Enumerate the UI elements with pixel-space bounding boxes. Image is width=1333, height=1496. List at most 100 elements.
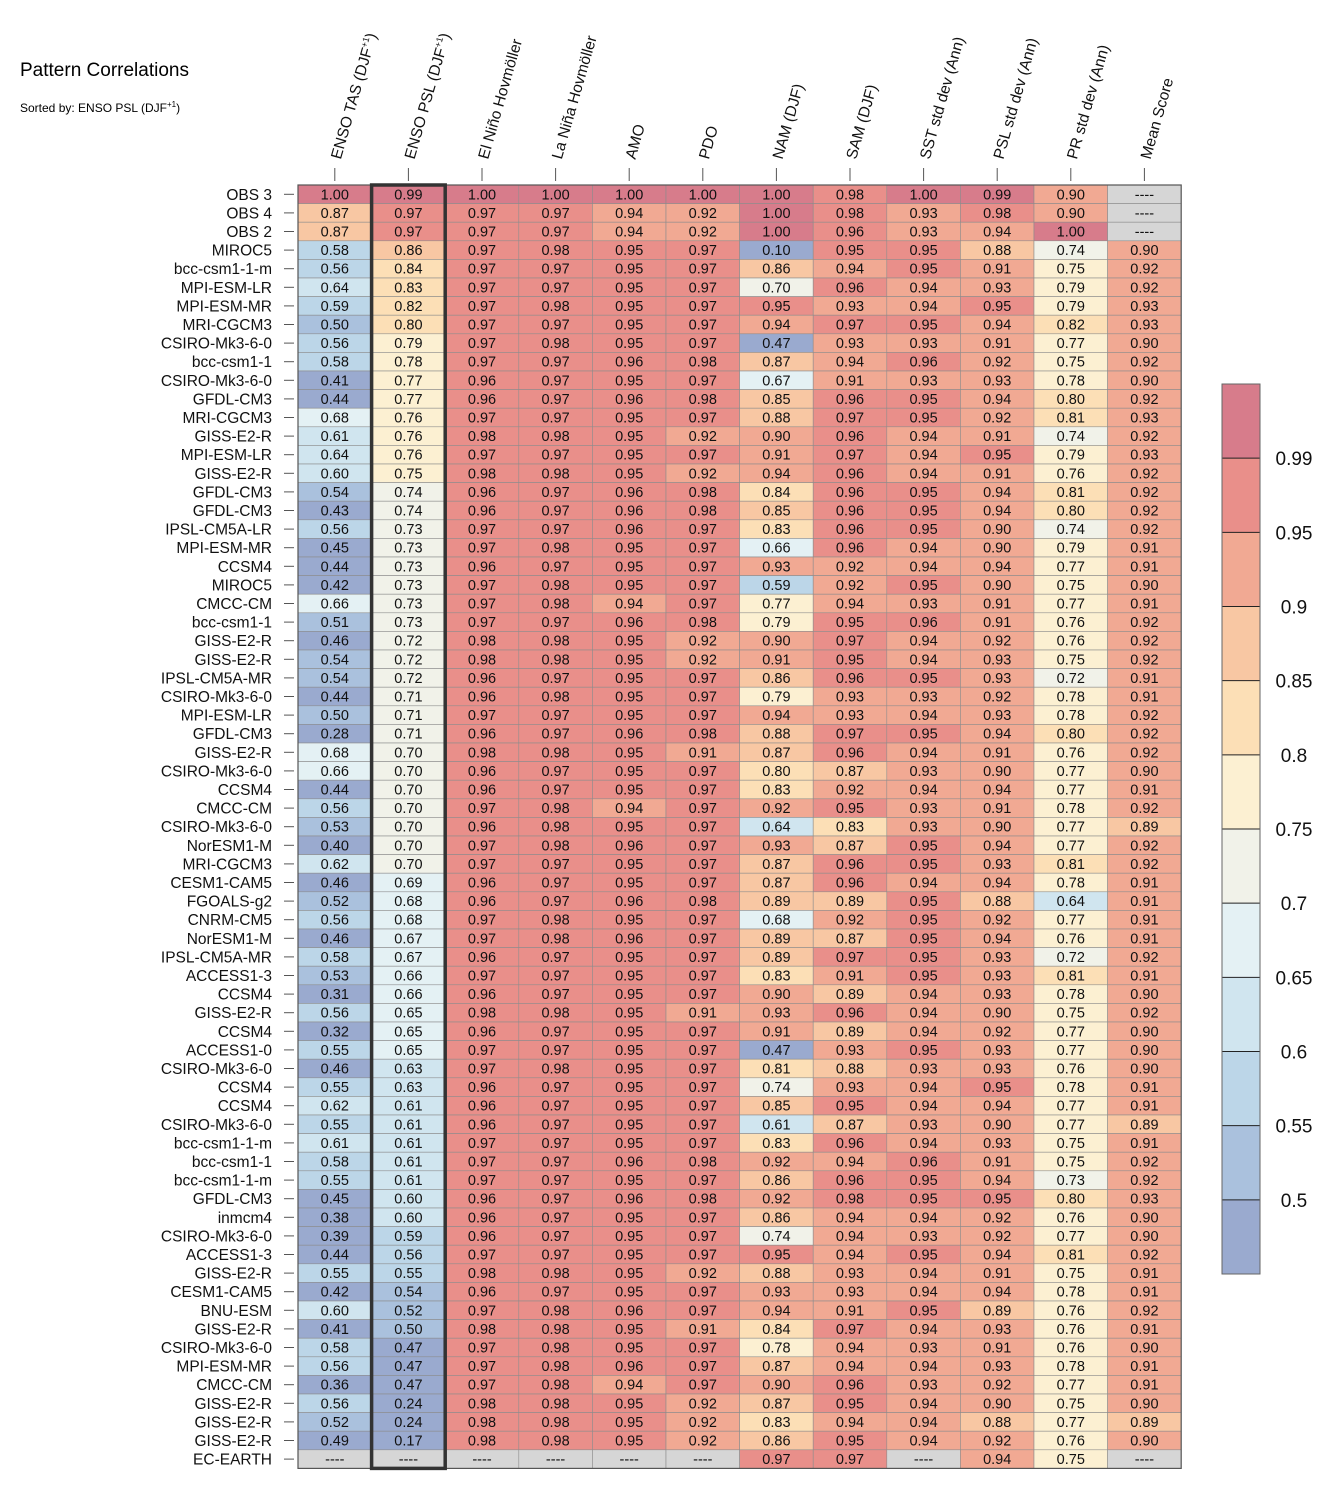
cell-value: 0.96 (468, 1024, 496, 1040)
cell-value: 0.97 (468, 206, 496, 222)
cell-value: 0.41 (321, 373, 349, 389)
cell-value: 0.93 (983, 950, 1011, 966)
colorbar-segment (1222, 977, 1260, 1052)
row-label: MPI-ESM-LR (181, 708, 272, 725)
cell-value: 0.96 (615, 1192, 643, 1208)
cell-value: 0.96 (615, 392, 643, 408)
heatmap-border (297, 184, 1182, 1470)
cell-value: 0.72 (394, 634, 422, 650)
cell-value: 0.90 (1057, 206, 1085, 222)
cell-value: 0.91 (983, 801, 1011, 817)
cell-value: 0.98 (541, 578, 569, 594)
cell-value: 0.97 (689, 1378, 717, 1394)
cell-value: 0.72 (394, 652, 422, 668)
cell-value: 0.96 (468, 504, 496, 520)
cell-value: 0.86 (762, 1434, 790, 1450)
cell-value: 0.98 (541, 1006, 569, 1022)
cell-value: ---- (693, 1452, 712, 1468)
cell-value: 0.95 (615, 950, 643, 966)
cell-value: 0.52 (321, 1415, 349, 1431)
cell-value: 0.58 (321, 243, 349, 259)
cell-value: 0.96 (909, 615, 937, 631)
cell-value: 0.96 (468, 671, 496, 687)
cell-value: 0.91 (762, 1024, 790, 1040)
cell-value: 0.96 (468, 950, 496, 966)
cell-value: 0.95 (615, 262, 643, 278)
cell-value: 0.93 (983, 1136, 1011, 1152)
cell-value: 0.91 (762, 652, 790, 668)
cell-value: 0.90 (983, 764, 1011, 780)
cell-value: 0.92 (983, 1378, 1011, 1394)
cell-value: 0.92 (689, 634, 717, 650)
cell-value: 0.97 (689, 1229, 717, 1245)
cell-value: 0.42 (321, 1285, 349, 1301)
cell-value: 0.95 (615, 1136, 643, 1152)
cell-value: 0.78 (1057, 801, 1085, 817)
cell-value: 0.97 (468, 1303, 496, 1319)
cell-value: 0.94 (983, 225, 1011, 241)
cell-value: 0.97 (689, 931, 717, 947)
cell-value: 0.55 (394, 1266, 422, 1282)
cell-value: ---- (472, 1452, 491, 1468)
row-label: bcc-csm1-1 (192, 1154, 272, 1171)
row-label: GISS-E2-R (194, 652, 272, 669)
cell-value: 0.96 (836, 876, 864, 892)
heatmap-cells: 1.00 0.99 1.00 1.00 1.00 1.00 1.00 0.98 1.00 0.99… (297, 183, 1182, 1471)
cell-value: 0.97 (689, 876, 717, 892)
column-label: PR std dev (Ann) (1064, 43, 1113, 161)
cell-value: 0.97 (468, 522, 496, 538)
cell-value: 0.77 (1057, 1099, 1085, 1115)
cell-value: 0.92 (689, 1415, 717, 1431)
cell-value: 0.76 (1057, 615, 1085, 631)
row-label: GFDL-CM3 (193, 484, 272, 501)
cell-value: 0.91 (1130, 1099, 1158, 1115)
cell-value: 0.88 (983, 894, 1011, 910)
cell-value: 0.94 (615, 1378, 643, 1394)
cell-value: 0.97 (689, 336, 717, 352)
cell-value: 0.80 (1057, 727, 1085, 743)
colorbar-segment (1222, 680, 1260, 755)
cell-value: 0.77 (1057, 1415, 1085, 1431)
cell-value: 0.81 (1057, 485, 1085, 501)
colorbar-segment (1222, 532, 1260, 607)
cell-value: 0.91 (1130, 1136, 1158, 1152)
colorbar-tick-label: 0.65 (1276, 968, 1313, 989)
cell-value: 0.96 (836, 857, 864, 873)
column-label: El Niño Hovmöller (476, 37, 527, 161)
cell-value: 0.76 (394, 448, 422, 464)
cell-value: 0.40 (321, 838, 349, 854)
cell-value: 0.77 (1057, 1043, 1085, 1059)
row-label: GFDL-CM3 (193, 726, 272, 743)
cell-value: 0.92 (689, 466, 717, 482)
cell-value: 0.94 (836, 597, 864, 613)
colorbar-segment (1222, 754, 1260, 829)
cell-value: ---- (620, 1452, 639, 1468)
cell-value: 0.32 (321, 1024, 349, 1040)
cell-value: 0.95 (615, 1266, 643, 1282)
cell-value: 0.94 (983, 318, 1011, 334)
cell-value: 0.94 (836, 1341, 864, 1357)
cell-value: 0.97 (836, 634, 864, 650)
cell-value: 0.95 (909, 318, 937, 334)
cell-value: 0.95 (615, 1285, 643, 1301)
cell-value: 0.92 (1130, 838, 1158, 854)
cell-value: 0.61 (394, 1117, 422, 1133)
row-label: MPI-ESM-MR (176, 298, 272, 315)
cell-value: 0.67 (394, 931, 422, 947)
cell-value: 0.90 (1130, 1434, 1158, 1450)
cell-value: 0.75 (1057, 652, 1085, 668)
cell-value: 0.90 (983, 1117, 1011, 1133)
cell-value: 0.93 (1130, 299, 1158, 315)
cell-value: 0.96 (615, 485, 643, 501)
cell-value: 0.98 (541, 1359, 569, 1375)
cell-value: 0.97 (689, 448, 717, 464)
cell-value: 0.92 (689, 1266, 717, 1282)
cell-value: 0.95 (615, 969, 643, 985)
cell-value: 0.92 (983, 411, 1011, 427)
cell-value: 0.90 (983, 1006, 1011, 1022)
cell-value: 0.66 (321, 764, 349, 780)
cell-value: 0.91 (983, 336, 1011, 352)
cell-value: 0.95 (615, 857, 643, 873)
cell-value: 0.83 (762, 1136, 790, 1152)
cell-value: 0.98 (541, 429, 569, 445)
